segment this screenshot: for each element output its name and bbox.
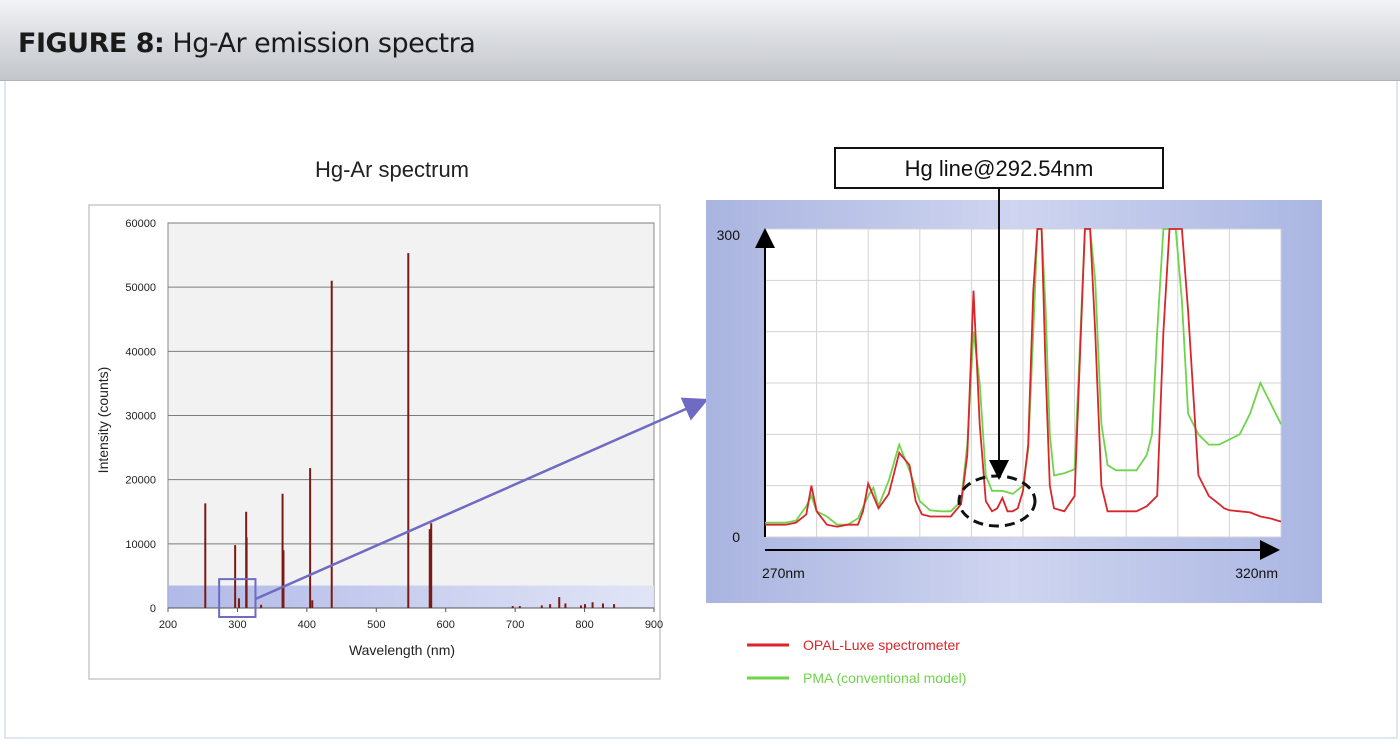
legend-opal-label: OPAL-Luxe spectrometer <box>803 637 960 653</box>
overview-y-tick-label: 40000 <box>125 346 156 358</box>
figure-label: FIGURE 8: <box>18 28 165 59</box>
overview-peaks <box>204 253 616 608</box>
overview-x-tick-label: 800 <box>575 619 593 631</box>
overview-x-tick-label: 700 <box>506 619 524 631</box>
overview-chart-title: Hg-Ar spectrum <box>315 157 469 182</box>
overview-y-tick-label: 60000 <box>125 218 156 230</box>
overview-x-tick-label: 900 <box>645 619 663 631</box>
overview-y-tick-label: 20000 <box>125 475 156 487</box>
overview-y-ticks: 0 10000 20000 30000 40000 50000 60000 <box>125 218 156 615</box>
overview-x-axis-label: Wavelength (nm) <box>349 642 455 658</box>
opal-series-line <box>765 228 1282 528</box>
figure-header: FIGURE 8: Hg-Ar emission spectra <box>0 0 1400 81</box>
overview-highlight-band <box>168 585 654 608</box>
overview-y-tick-label: 10000 <box>125 539 156 551</box>
overview-gridlines <box>168 222 654 545</box>
overview-x-tick-label: 600 <box>437 619 455 631</box>
zoom-y-tick-min: 0 <box>732 529 740 545</box>
zoom-x-end-label: 320nm <box>1235 565 1278 581</box>
overview-x-tick-label: 300 <box>228 619 246 631</box>
zoom-x-start-label: 270nm <box>762 565 805 581</box>
overview-y-axis-label: Intensity (counts) <box>95 367 111 474</box>
figure-title: Hg-Ar emission spectra <box>172 28 476 59</box>
overview-x-tick-label: 400 <box>298 619 316 631</box>
overview-x-tick-label: 500 <box>367 619 385 631</box>
legend-pma-label: PMA (conventional model) <box>803 670 966 686</box>
overview-x-tick-label: 200 <box>159 619 177 631</box>
hg-line-annotation-text: Hg line@292.54nm <box>905 156 1094 181</box>
figure-caption: FIGURE 8: Hg-Ar emission spectra <box>18 28 476 59</box>
zoom-connector-arrow <box>254 397 709 601</box>
hg-line-annotation-box <box>834 147 1164 189</box>
overview-y-tick-label: 50000 <box>125 282 156 294</box>
overview-y-tick-label: 30000 <box>125 411 156 423</box>
overview-y-tick-label: 0 <box>150 603 156 615</box>
overview-x-ticks: 200 300 400 500 600 700 800 900 <box>159 608 663 631</box>
zoom-y-tick-max: 300 <box>717 227 741 243</box>
